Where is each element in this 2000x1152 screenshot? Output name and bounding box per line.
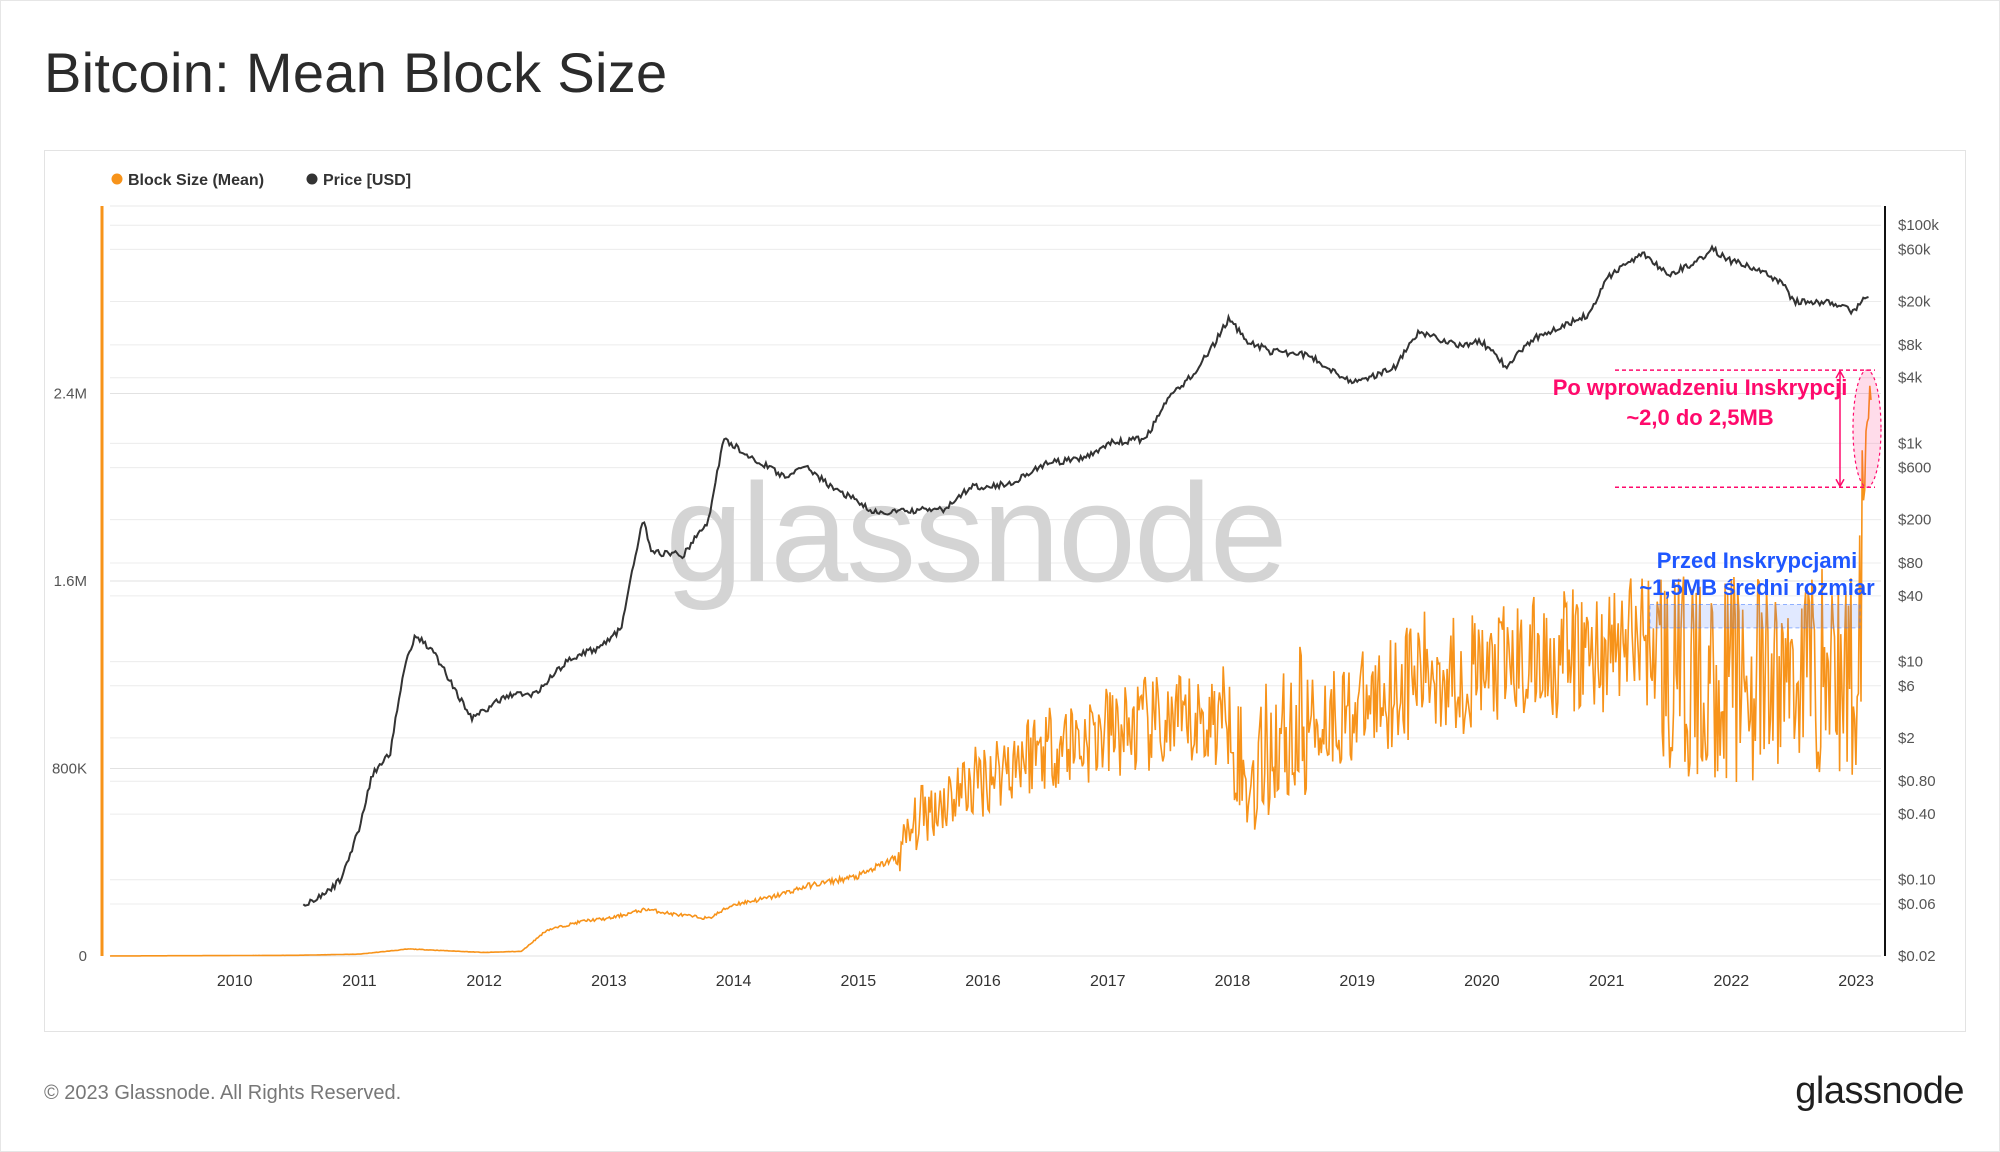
right-tick-label: $2 <box>1898 730 1915 747</box>
right-tick-label: $600 <box>1898 460 1931 477</box>
x-tick-label: 2021 <box>1589 973 1625 990</box>
annotation-after-inscriptions: Po wprowadzeniu Inskrypcji ~2,0 do 2,5MB <box>1553 369 1882 488</box>
right-tick-label: $0.10 <box>1898 872 1936 889</box>
right-tick-label: $0.06 <box>1898 896 1936 913</box>
x-tick-label: 2012 <box>466 973 502 990</box>
x-tick-label: 2011 <box>342 973 377 990</box>
annotation-after-arrowhead-bottom <box>1835 478 1845 488</box>
gridlines <box>110 205 1881 957</box>
x-tick-label: 2016 <box>965 973 1001 990</box>
glassnode-logo[interactable]: glassnode <box>1795 1070 1964 1112</box>
right-tick-label: $0.80 <box>1898 773 1936 790</box>
right-tick-label: $40 <box>1898 588 1923 605</box>
right-tick-label: $0.02 <box>1898 948 1936 965</box>
left-tick-label: 0 <box>79 948 87 965</box>
x-tick-label: 2014 <box>716 973 752 990</box>
x-tick-label: 2015 <box>841 973 877 990</box>
annotation-after-arrowhead-top <box>1835 369 1845 379</box>
series-price-line <box>302 244 1869 907</box>
right-tick-label: $20k <box>1898 293 1931 310</box>
chart-svg: glassnode Block Size (Mean) Price [USD] 0 80… <box>52 172 1939 990</box>
annotation-before-line2: ~1,5MB średni rozmiar <box>1639 575 1875 600</box>
annotation-before-band <box>1649 603 1861 629</box>
annotation-after-line2: ~2,0 do 2,5MB <box>1626 405 1773 430</box>
page-title: Bitcoin: Mean Block Size <box>44 41 668 104</box>
watermark-text: glassnode <box>665 454 1285 611</box>
annotation-before-inscriptions: Przed Inskrypcjami~1,5MB średni rozmiar <box>1639 548 1875 629</box>
x-tick-label: 2023 <box>1838 973 1874 990</box>
right-tick-label: $100k <box>1898 217 1939 234</box>
x-tick-label: 2013 <box>591 973 627 990</box>
right-tick-label: $10 <box>1898 654 1923 671</box>
legend-price: Price [USD] <box>323 172 411 189</box>
right-tick-label: $200 <box>1898 512 1931 529</box>
legend-block-size: Block Size (Mean) <box>128 172 264 189</box>
x-tick-label: 2022 <box>1714 973 1750 990</box>
right-tick-label: $4k <box>1898 370 1923 387</box>
right-tick-label: $80 <box>1898 555 1923 572</box>
x-tick-label: 2018 <box>1215 973 1251 990</box>
right-tick-label: $0.40 <box>1898 806 1936 823</box>
legend-price-marker <box>306 173 318 185</box>
copyright-notice: © 2023 Glassnode. All Rights Reserved. <box>44 1082 402 1104</box>
chart-panel: glassnode Block Size (Mean) Price [USD] 0 80… <box>44 150 1966 1032</box>
right-tick-label: $1k <box>1898 435 1923 452</box>
right-tick-label: $60k <box>1898 241 1931 258</box>
left-tick-label: 1.6M <box>54 573 87 590</box>
annotation-after-ellipse <box>1852 369 1882 488</box>
annotation-before-line1: Przed Inskrypcjami <box>1657 548 1858 573</box>
legend-block-size-marker <box>111 173 123 185</box>
x-tick-label: 2020 <box>1464 973 1500 990</box>
annotation-after-line1: Po wprowadzeniu Inskrypcji <box>1553 375 1848 400</box>
right-tick-label: $6 <box>1898 678 1915 695</box>
x-tick-label: 2010 <box>217 973 253 990</box>
legend: Block Size (Mean) Price [USD] <box>111 172 411 189</box>
left-tick-label: 800K <box>52 761 87 778</box>
right-tick-label: $8k <box>1898 337 1923 354</box>
x-tick-label: 2019 <box>1339 973 1375 990</box>
series-block-size-line <box>109 385 1872 957</box>
left-tick-label: 2.4M <box>54 386 87 403</box>
x-tick-label: 2017 <box>1090 973 1126 990</box>
